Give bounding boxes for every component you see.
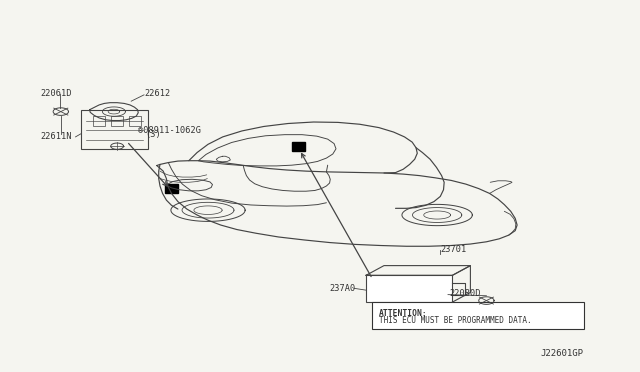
Bar [129, 116, 141, 126]
Bar [81, 110, 148, 149]
Text: THIS ECU MUST BE PROGRAMMED DATA.: THIS ECU MUST BE PROGRAMMED DATA. [379, 316, 531, 325]
Text: 22061D: 22061D [40, 89, 72, 98]
Text: J22601GP: J22601GP [540, 349, 584, 358]
Text: ATTENTION:: ATTENTION: [379, 309, 428, 318]
Bar [93, 116, 105, 126]
Text: ®08911-1062G: ®08911-1062G [138, 126, 200, 135]
Text: 23701: 23701 [440, 245, 467, 254]
Bar [292, 142, 305, 151]
Text: 22080D: 22080D [449, 289, 481, 298]
Bar [111, 116, 123, 126]
Bar [165, 184, 178, 193]
Text: 237A0: 237A0 [330, 284, 356, 293]
Text: 22611N: 22611N [40, 132, 72, 141]
Text: (3): (3) [145, 130, 161, 139]
Bar [372, 302, 584, 329]
Text: 22612: 22612 [144, 89, 170, 98]
Bar [366, 275, 452, 302]
